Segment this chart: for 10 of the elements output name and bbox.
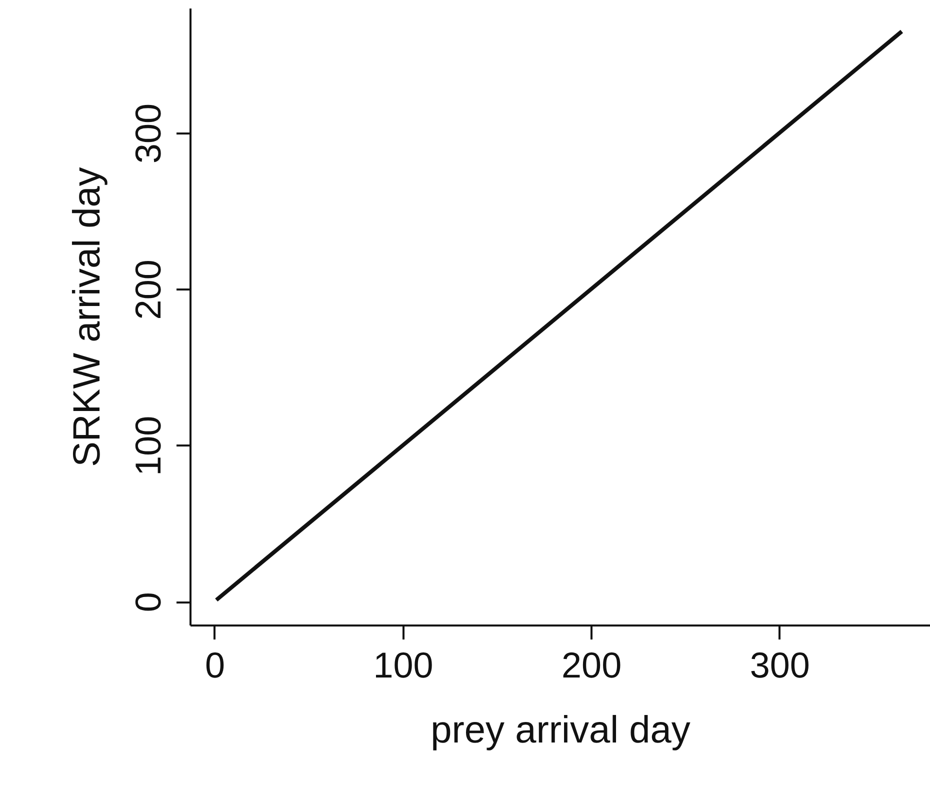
- x-tick-label: 200: [562, 644, 622, 686]
- y-tick-label: 100: [128, 416, 168, 476]
- y-tick-label: 200: [128, 260, 168, 320]
- x-tick-label: 300: [750, 644, 810, 686]
- x-tick-label: 100: [373, 644, 434, 686]
- x-tick-label: 0: [204, 644, 225, 686]
- y-tick-label: 0: [128, 592, 168, 612]
- y-tick-label: 300: [128, 103, 168, 164]
- x-axis-title: prey arrival day: [430, 710, 690, 752]
- y-axis-title: SRKW arrival day: [66, 167, 108, 467]
